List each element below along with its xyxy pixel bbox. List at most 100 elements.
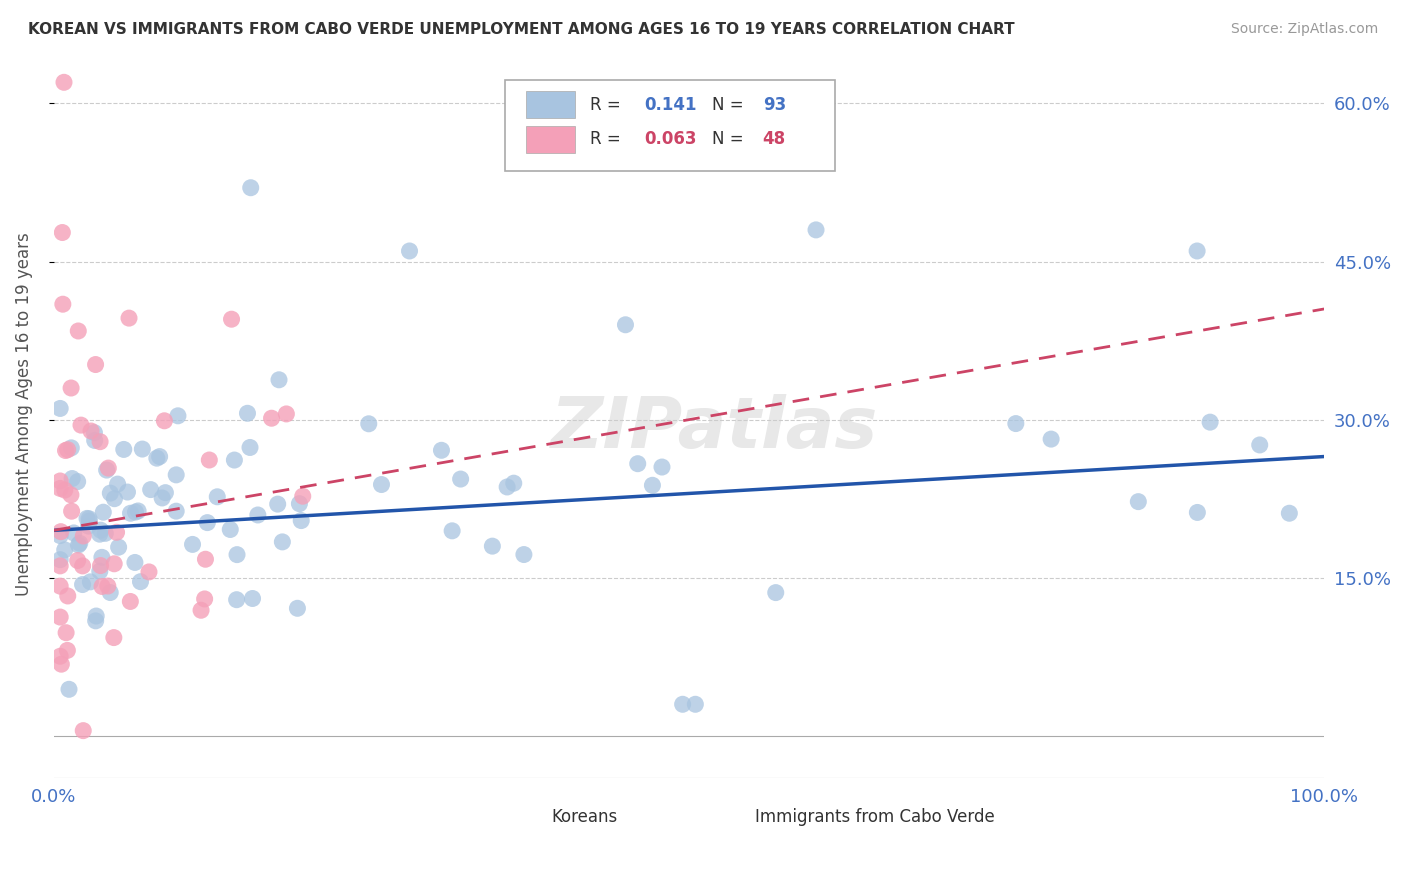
Point [79,574,101,589]
Point [98,585,121,599]
Point [195,516,218,530]
Point [53,483,76,497]
Point [52,297,75,311]
Point [51,226,73,240]
Point [91,579,114,593]
Point [181,537,204,551]
Point [481,539,503,553]
Point [83,425,105,440]
Point [84,614,107,628]
Point [502,476,524,491]
Point [267,497,290,511]
Point [98,486,121,500]
Point [91,505,114,519]
FancyBboxPatch shape [526,126,575,153]
Point [804,223,827,237]
Point [51,657,73,672]
Point [120,506,142,520]
Point [124,556,146,570]
Point [1199,415,1222,429]
Point [60,504,83,518]
Point [194,591,217,606]
Point [49,558,72,573]
Point [49,474,72,488]
Point [155,485,177,500]
Point [221,312,243,326]
FancyBboxPatch shape [505,809,543,831]
Point [198,453,221,467]
FancyBboxPatch shape [709,809,747,831]
Point [260,411,283,425]
Point [291,489,314,503]
Point [72,577,94,591]
Point [150,491,173,505]
Point [103,557,125,571]
Point [271,535,294,549]
Point [69,536,91,550]
Point [97,579,120,593]
Point [56,442,79,457]
Point [1187,505,1209,519]
Point [89,564,111,578]
Point [84,609,107,624]
Point [357,417,380,431]
Point [441,524,464,538]
Point [72,723,94,738]
Point [107,540,129,554]
Point [56,643,79,657]
Point [627,457,650,471]
Point [153,414,176,428]
Text: 0.063: 0.063 [644,130,697,148]
Point [72,529,94,543]
Text: ZIPatlas: ZIPatlas [551,394,879,464]
Point [103,491,125,506]
Point [614,318,637,332]
Text: R =: R = [591,130,626,148]
Point [641,478,664,492]
Point [242,591,264,606]
Point [62,525,84,540]
FancyBboxPatch shape [526,91,575,119]
Point [149,450,172,464]
Point [651,460,673,475]
Text: N =: N = [711,130,749,148]
Point [430,443,453,458]
Point [49,528,72,542]
Point [60,381,83,395]
Point [67,538,90,552]
Point [90,558,112,573]
Point [190,603,212,617]
Point [138,565,160,579]
Point [49,649,72,664]
Point [59,488,82,502]
Point [224,453,246,467]
Text: N =: N = [711,95,749,113]
Point [89,527,111,541]
Point [66,553,89,567]
Point [66,475,89,489]
Point [219,523,242,537]
Point [56,589,79,603]
Point [77,512,100,526]
Point [139,483,162,497]
Point [239,180,262,194]
Text: 93: 93 [762,95,786,113]
Point [72,558,94,573]
Point [146,451,169,466]
Point [226,548,249,562]
Point [60,441,83,455]
Point [112,442,135,457]
Point [105,525,128,540]
Point [131,442,153,456]
Point [194,552,217,566]
Text: KOREAN VS IMMIGRANTS FROM CABO VERDE UNEMPLOYMENT AMONG AGES 16 TO 19 YEARS CORR: KOREAN VS IMMIGRANTS FROM CABO VERDE UNE… [28,22,1015,37]
Point [49,579,72,593]
Point [79,514,101,528]
Point [513,548,536,562]
Text: 48: 48 [762,130,786,148]
Point [117,485,139,500]
Point [55,443,77,458]
Point [1185,244,1208,258]
Point [1040,432,1063,446]
Point [398,244,420,258]
